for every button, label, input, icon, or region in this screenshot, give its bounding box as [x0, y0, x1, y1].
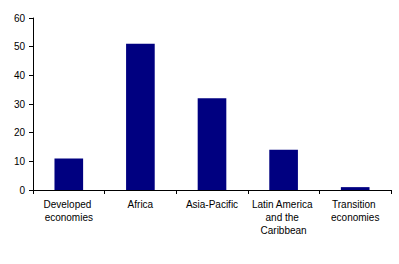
svg-text:40: 40	[14, 70, 26, 81]
svg-text:Transition: Transition	[332, 199, 378, 210]
svg-text:Caribbean: Caribbean	[261, 225, 307, 236]
svg-text:30: 30	[14, 99, 26, 110]
svg-text:economies: economies	[331, 212, 379, 223]
svg-text:20: 20	[14, 127, 26, 138]
svg-text:Asia-Pacific: Asia-Pacific	[186, 199, 238, 210]
svg-text:economies: economies	[45, 212, 93, 223]
svg-text:10: 10	[14, 156, 26, 167]
svg-text:60: 60	[14, 13, 26, 24]
svg-text:0: 0	[19, 185, 25, 196]
svg-text:50: 50	[14, 41, 26, 52]
svg-text:Africa: Africa	[128, 199, 154, 210]
svg-text:Latin America: Latin America	[252, 199, 315, 210]
svg-text:Developed: Developed	[44, 199, 95, 210]
svg-text:and the: and the	[266, 212, 302, 223]
